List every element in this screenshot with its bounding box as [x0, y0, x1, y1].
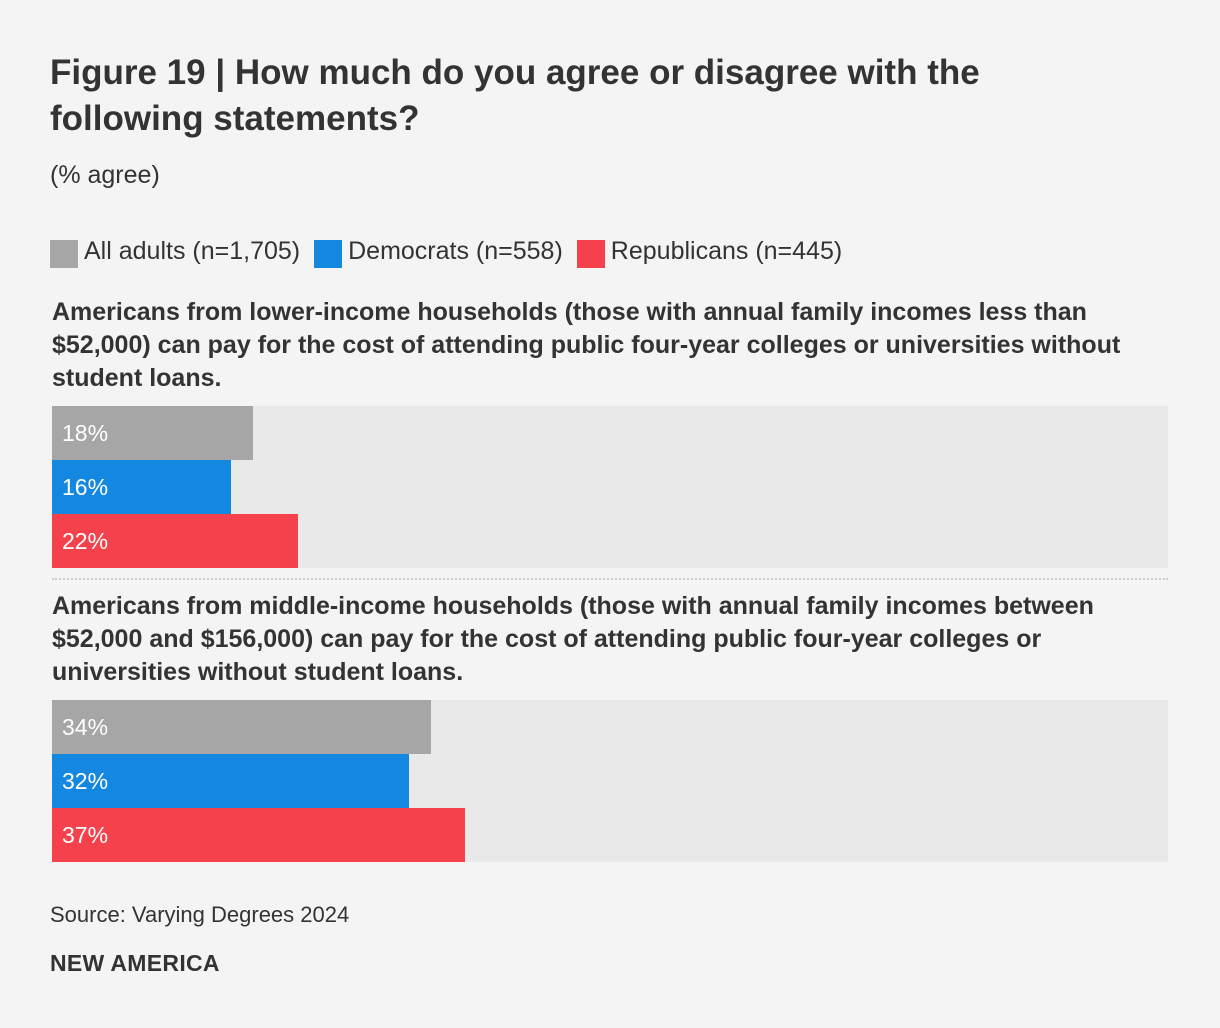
bar-value-label: 22% — [62, 527, 109, 554]
chart-subtitle: (% agree) — [50, 161, 160, 189]
legend-item-democrats: Democrats (n=558) — [314, 234, 563, 268]
bar-value-label: 18% — [62, 419, 109, 446]
legend-swatch-all-adults — [50, 240, 78, 268]
bar-track-lower-income: 18% 16% 22% — [52, 406, 1168, 568]
legend-label-all-adults: All adults (n=1,705) — [84, 236, 301, 265]
chart-title: Figure 19 | How much do you agree or dis… — [50, 53, 980, 138]
question-label-lower-income: Americans from lower-income households (… — [52, 298, 1121, 392]
legend-item-all-adults: All adults (n=1,705) — [50, 234, 300, 268]
legend-swatch-republicans — [576, 240, 605, 268]
legend-label-republicans: Republicans (n=445) — [610, 236, 843, 265]
legend-label-democrats: Democrats (n=558) — [348, 236, 563, 265]
bar-value-label: 16% — [62, 473, 109, 500]
legend-swatch-democrats — [314, 240, 343, 268]
bar-lower-income-republicans: 22% — [52, 514, 298, 568]
bar-value-label: 32% — [62, 767, 109, 794]
source-note: Source: Varying Degrees 2024 — [50, 902, 350, 927]
bar-lower-income-all-adults: 18% — [52, 406, 253, 460]
bar-value-label: 34% — [62, 713, 109, 740]
question-label-middle-income: Americans from middle-income households … — [52, 592, 1094, 686]
brand-logo-text: NEW AMERICA — [50, 950, 220, 976]
legend: All adults (n=1,705) Democrats (n=558) R… — [50, 234, 856, 268]
bar-lower-income-democrats: 16% — [52, 460, 231, 514]
bar-middle-income-democrats: 32% — [52, 754, 410, 808]
bar-middle-income-republicans: 37% — [52, 808, 465, 862]
bar-middle-income-all-adults: 34% — [52, 700, 432, 754]
bar-value-label: 37% — [62, 821, 109, 848]
group-divider — [52, 578, 1168, 580]
bar-track-middle-income: 34% 32% 37% — [52, 700, 1168, 862]
legend-item-republicans: Republicans (n=445) — [576, 234, 843, 268]
